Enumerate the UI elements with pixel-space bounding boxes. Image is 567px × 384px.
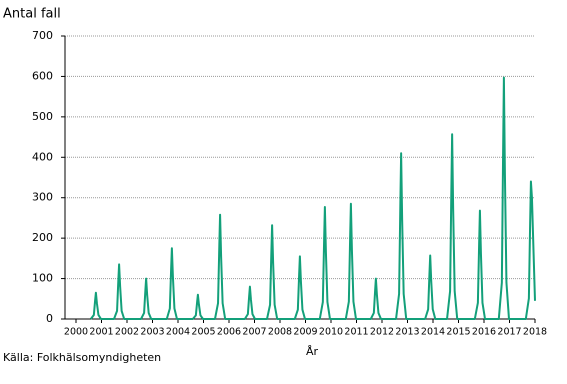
x-tick-label: 2010 — [319, 327, 343, 338]
x-tick-label: 2000 — [64, 327, 88, 338]
x-tick-label: 2003 — [140, 327, 164, 338]
x-tick-label: 2009 — [293, 327, 317, 338]
x-tick-label: 2001 — [89, 327, 113, 338]
x-tick-label: 2008 — [268, 327, 292, 338]
y-tick-label: 200 — [32, 231, 53, 244]
x-tick-label: 2011 — [344, 327, 368, 338]
data-line — [89, 76, 536, 320]
x-tick-label: 2016 — [472, 327, 496, 338]
x-tick-label: 2002 — [115, 327, 139, 338]
x-tick-label: 2012 — [370, 327, 394, 338]
x-tick-label: 2006 — [217, 327, 241, 338]
x-tick-label: 2017 — [497, 327, 521, 338]
x-tick-label: 2018 — [523, 327, 547, 338]
x-axis-label: År — [306, 345, 319, 358]
y-tick-label: 600 — [32, 69, 53, 82]
x-tick-label: 2015 — [446, 327, 470, 338]
x-tick-label: 2014 — [421, 327, 445, 338]
y-tick-label: 0 — [46, 312, 53, 325]
x-tick-label: 2004 — [166, 327, 190, 338]
y-tick-label: 500 — [32, 110, 53, 123]
y-tick-label: 300 — [32, 191, 53, 204]
y-tick-label: 400 — [32, 150, 53, 163]
x-tick-label: 2013 — [395, 327, 419, 338]
x-tick-label: 2005 — [191, 327, 215, 338]
source: Källa: Folkhälsomyndigheten — [3, 351, 161, 364]
y-tick-label: 100 — [32, 272, 53, 285]
chart-title: Antal fall — [3, 7, 61, 22]
x-tick-label: 2007 — [242, 327, 266, 338]
y-tick-label: 700 — [32, 29, 53, 42]
